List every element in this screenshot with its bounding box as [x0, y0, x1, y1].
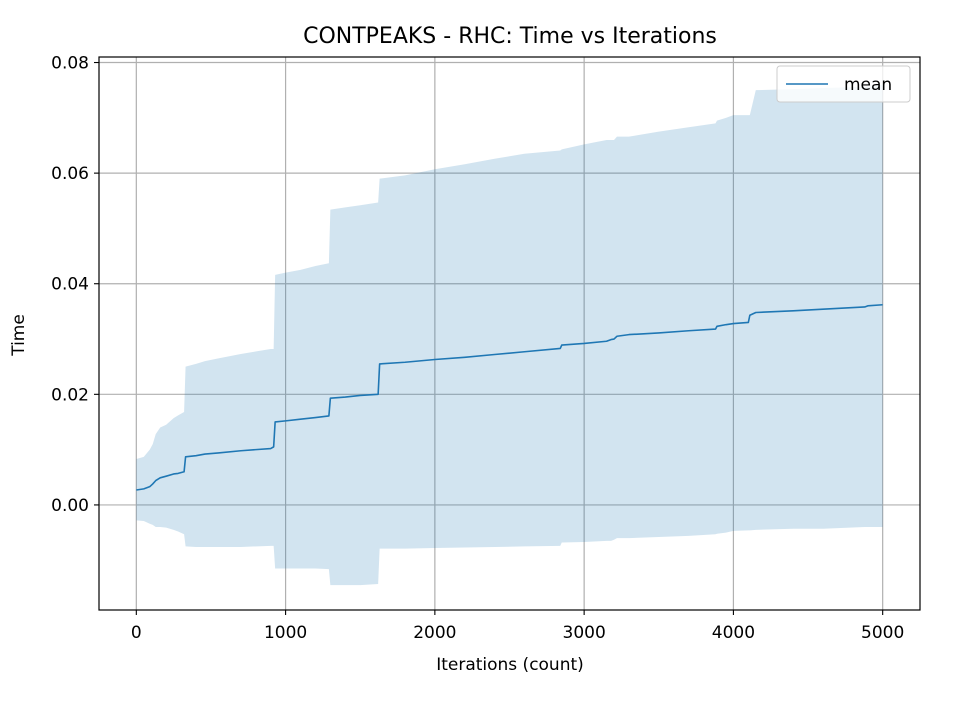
- x-axis-label: Iterations (count): [436, 655, 584, 675]
- chart-title: CONTPEAKS - RHC: Time vs Iterations: [303, 24, 717, 49]
- y-tick-label: 0.02: [51, 385, 89, 405]
- y-axis-label: Time: [9, 314, 29, 357]
- y-tick-label: 0.00: [51, 496, 89, 516]
- y-tick-label: 0.04: [51, 275, 89, 295]
- x-tick-label: 1000: [264, 623, 307, 643]
- x-tick-label: 3000: [563, 623, 606, 643]
- x-tick-label: 0: [131, 623, 142, 643]
- y-axis: 0.00 0.02 0.04 0.06 0.08: [51, 54, 99, 516]
- series-line-mean: [136, 303, 883, 491]
- y-tick-label: 0.06: [51, 164, 89, 184]
- band-layer: [136, 84, 883, 586]
- confidence-band-mean: [136, 84, 883, 586]
- x-axis: 0 1000 2000 3000 4000 5000: [131, 610, 904, 643]
- line-layer: [136, 303, 883, 491]
- legend: mean: [776, 65, 911, 103]
- x-tick-label: 2000: [413, 623, 456, 643]
- x-tick-label: 4000: [712, 623, 755, 643]
- grid: [99, 57, 920, 610]
- x-tick-label: 5000: [861, 623, 904, 643]
- plot-frame: [98, 56, 921, 611]
- y-tick-label: 0.08: [51, 54, 89, 74]
- legend-box: [776, 65, 911, 103]
- legend-label-mean: mean: [844, 75, 892, 95]
